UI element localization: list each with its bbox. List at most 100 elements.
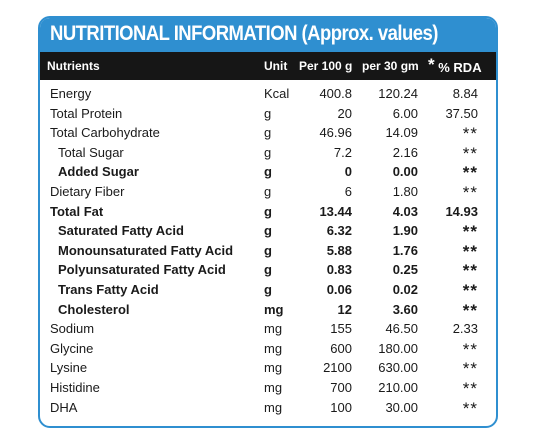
nutrient-rda: ** (462, 300, 478, 320)
nutrient-rda: ** (462, 398, 478, 418)
table-row: Saturated Fatty Acid g 6.32 1.90 ** (40, 221, 496, 241)
nutrient-unit: g (264, 144, 272, 160)
nutrient-name: Trans Fatty Acid (58, 281, 159, 297)
table-header: Nutrients Unit Per 100 g per 30 gm * % R… (40, 52, 496, 80)
table-row: Monounsaturated Fatty Acid g 5.88 1.76 ** (40, 241, 496, 261)
nutrient-name: Polyunsaturated Fatty Acid (58, 262, 226, 278)
nutrient-rda: 37.50 (445, 105, 478, 121)
nutrient-per-30g: 0.00 (392, 164, 418, 180)
nutrient-name: Lysine (50, 360, 88, 376)
nutrient-name: Cholesterol (58, 301, 130, 317)
header-nutrients: Nutrients (47, 59, 100, 73)
nutrient-per-30g: 6.00 (392, 105, 418, 121)
nutrient-per-100g: 700 (330, 379, 352, 395)
nutrient-unit: g (264, 262, 272, 278)
nutrient-per-100g: 5.88 (326, 242, 352, 258)
table-row: DHA mg 100 30.00 ** (40, 398, 496, 418)
nutrient-name: Total Fat (50, 203, 104, 219)
nutrient-unit: g (264, 223, 272, 239)
nutrient-per-30g: 30.00 (385, 399, 418, 415)
nutrient-per-100g: 20 (337, 105, 352, 121)
table-row: Total Carbohydrate g 46.96 14.09 ** (40, 123, 496, 143)
nutrient-rda: ** (462, 378, 478, 398)
nutrient-unit: mg (264, 379, 283, 395)
table-row: Cholesterol mg 12 3.60 ** (40, 300, 496, 320)
nutrient-name: Histidine (50, 379, 100, 395)
table-row: Energy Kcal 400.8 120.24 8.84 (40, 84, 496, 104)
nutrient-per-100g: 600 (330, 340, 352, 356)
nutrient-name: Added Sugar (58, 164, 139, 180)
nutrient-per-30g: 0.25 (392, 262, 418, 278)
nutrient-per-100g: 0 (344, 164, 352, 180)
nutrient-per-100g: 12 (337, 301, 352, 317)
nutrient-unit: g (264, 203, 272, 219)
nutrient-per-100g: 2100 (323, 360, 352, 376)
nutrient-per-100g: 6 (344, 183, 352, 199)
nutrient-per-30g: 1.90 (392, 223, 418, 239)
nutrient-per-30g: 14.09 (385, 125, 418, 141)
nutrient-unit: g (264, 281, 272, 297)
nutrient-rda: 14.93 (445, 203, 478, 219)
nutrient-unit: Kcal (264, 86, 290, 101)
nutrient-rda: ** (462, 163, 478, 183)
table-body: Energy Kcal 400.8 120.24 8.84 Total Protein g 2… (40, 84, 496, 418)
nutrient-unit: mg (264, 301, 284, 317)
nutrient-name: Total Protein (50, 105, 123, 121)
nutrient-per-100g: 13.44 (319, 203, 352, 219)
header-per-100g: Per 100 g (299, 59, 353, 73)
table-row: Total Sugar g 7.2 2.16 ** (40, 143, 496, 163)
nutrient-rda: ** (462, 359, 478, 379)
nutrient-per-30g: 1.80 (392, 183, 418, 199)
nutrient-name: Dietary Fiber (50, 183, 125, 199)
nutrient-per-100g: 46.96 (319, 125, 352, 141)
nutrient-per-30g: 0.02 (392, 281, 418, 297)
table-row: Total Protein g 20 6.00 37.50 (40, 104, 496, 124)
nutrient-per-100g: 0.83 (326, 262, 352, 278)
header-rda-star: * (428, 55, 435, 74)
nutrient-unit: mg (264, 340, 283, 356)
nutrient-per-30g: 180.00 (378, 340, 418, 356)
nutrient-per-100g: 155 (330, 321, 352, 337)
nutrient-per-100g: 400.8 (319, 86, 352, 101)
nutrient-per-100g: 100 (330, 399, 352, 415)
panel-title: NUTRITIONAL INFORMATION (Approx. values) (50, 22, 438, 45)
nutrient-rda: ** (462, 222, 478, 242)
nutrient-rda: ** (462, 339, 478, 359)
nutrient-per-30g: 46.50 (385, 321, 418, 337)
nutrient-rda: ** (462, 261, 478, 281)
header-rda-label: % RDA (438, 60, 482, 75)
header-unit: Unit (264, 59, 288, 73)
nutrient-per-30g: 1.76 (392, 242, 418, 258)
nutrient-name: Total Carbohydrate (50, 125, 160, 141)
nutrient-per-30g: 120.24 (378, 86, 418, 101)
nutrient-per-30g: 3.60 (392, 301, 418, 317)
nutrient-unit: mg (264, 321, 283, 337)
nutrient-per-30g: 4.03 (392, 203, 418, 219)
header-per-30g: per 30 gm (362, 59, 419, 73)
table-row: Dietary Fiber g 6 1.80 ** (40, 182, 496, 202)
header-rda: * % RDA (428, 55, 482, 77)
nutrient-name: Sodium (50, 321, 95, 337)
nutrient-per-100g: 6.32 (326, 223, 352, 239)
nutrition-panel: NUTRITIONAL INFORMATION (Approx. values)… (38, 16, 498, 428)
table-row: Glycine mg 600 180.00 ** (40, 339, 496, 359)
nutrient-rda: 2.33 (452, 321, 478, 337)
nutrient-rda: ** (462, 182, 478, 202)
nutrient-unit: mg (264, 399, 283, 415)
nutrient-rda: ** (462, 241, 478, 261)
table-row: Histidine mg 700 210.00 ** (40, 378, 496, 398)
nutrient-unit: g (264, 105, 272, 121)
nutrient-name: Monounsaturated Fatty Acid (58, 242, 234, 258)
nutrient-per-100g: 7.2 (333, 144, 352, 160)
nutrient-name: Energy (50, 86, 92, 101)
nutrient-name: DHA (50, 399, 78, 415)
nutrient-rda: 8.84 (452, 86, 478, 101)
nutrient-rda: ** (462, 143, 478, 163)
table-row: Sodium mg 155 46.50 2.33 (40, 319, 496, 339)
nutrient-name: Total Sugar (58, 144, 124, 160)
nutrient-unit: mg (264, 360, 283, 376)
nutrient-per-30g: 630.00 (378, 360, 418, 376)
table-row: Polyunsaturated Fatty Acid g 0.83 0.25 ** (40, 260, 496, 280)
nutrient-name: Glycine (50, 340, 94, 356)
table-row: Trans Fatty Acid g 0.06 0.02 ** (40, 280, 496, 300)
